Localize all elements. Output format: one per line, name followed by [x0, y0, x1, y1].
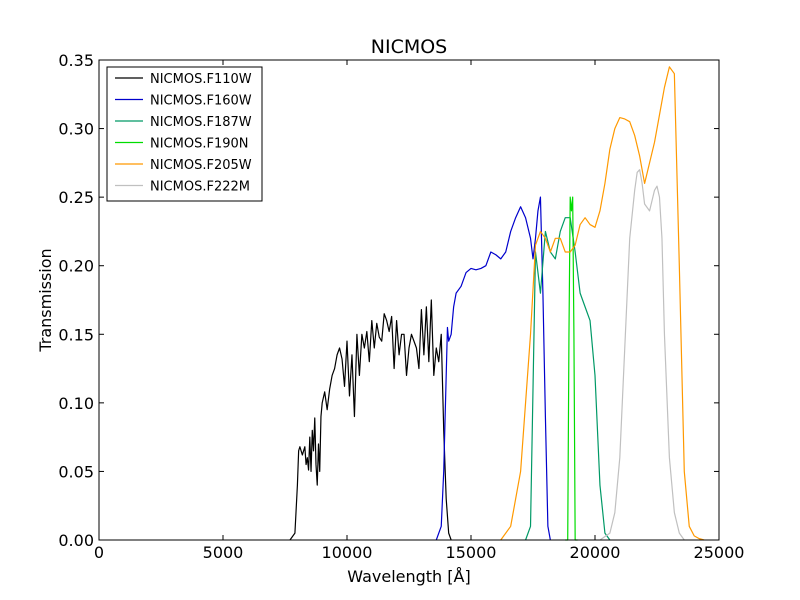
- legend-frame: [106, 66, 263, 202]
- legend-label: NICMOS.F190N: [150, 137, 248, 152]
- chart-title: NICMOS: [371, 36, 448, 58]
- legend-label: NICMOS.F187W: [150, 115, 252, 130]
- legend-label: NICMOS.F110W: [150, 72, 252, 87]
- y-tick-label: 0.00: [58, 531, 94, 550]
- y-tick-label: 0.15: [58, 325, 94, 344]
- legend-label: NICMOS.F205W: [150, 158, 252, 173]
- series-line-nicmos-f222m: [599, 169, 685, 541]
- x-axis-title: Wavelength [Å]: [347, 567, 470, 586]
- legend: NICMOS.F110W NICMOS.F160W NICMOS.F187W NICM…: [106, 66, 263, 202]
- x-tick-label: 0: [94, 543, 104, 562]
- y-tick-label: 0.20: [58, 257, 94, 276]
- x-tick-label: 5000: [203, 543, 244, 562]
- series-layer: [289, 66, 705, 541]
- legend-label: NICMOS.F160W: [150, 94, 252, 109]
- series-line-nicmos-f160w: [435, 196, 551, 541]
- y-tick-label: 0.30: [58, 120, 94, 139]
- series-line-nicmos-f190n: [565, 196, 578, 541]
- x-tick-label: 20000: [570, 543, 621, 562]
- y-tick-label: 0.25: [58, 188, 94, 207]
- y-tick-label: 0.10: [58, 394, 94, 413]
- series-line-nicmos-f110w: [289, 299, 452, 541]
- plot-frame: [98, 59, 720, 541]
- y-tick-label: 0.05: [58, 462, 94, 481]
- series-line-nicmos-f205w: [500, 66, 705, 541]
- x-tick-label: 10000: [322, 543, 373, 562]
- y-tick-label: 0.35: [58, 51, 94, 70]
- x-tick-label: 25000: [694, 543, 745, 562]
- legend-label: NICMOS.F222M: [150, 180, 250, 195]
- series-line-nicmos-f187w: [524, 217, 611, 541]
- ticks-layer: 0 5000 10000 15000 20000 25000 0.00 0.05 0.10 0.1…: [58, 51, 744, 562]
- y-axis-title: Transmission: [36, 248, 55, 352]
- x-tick-label: 15000: [446, 543, 497, 562]
